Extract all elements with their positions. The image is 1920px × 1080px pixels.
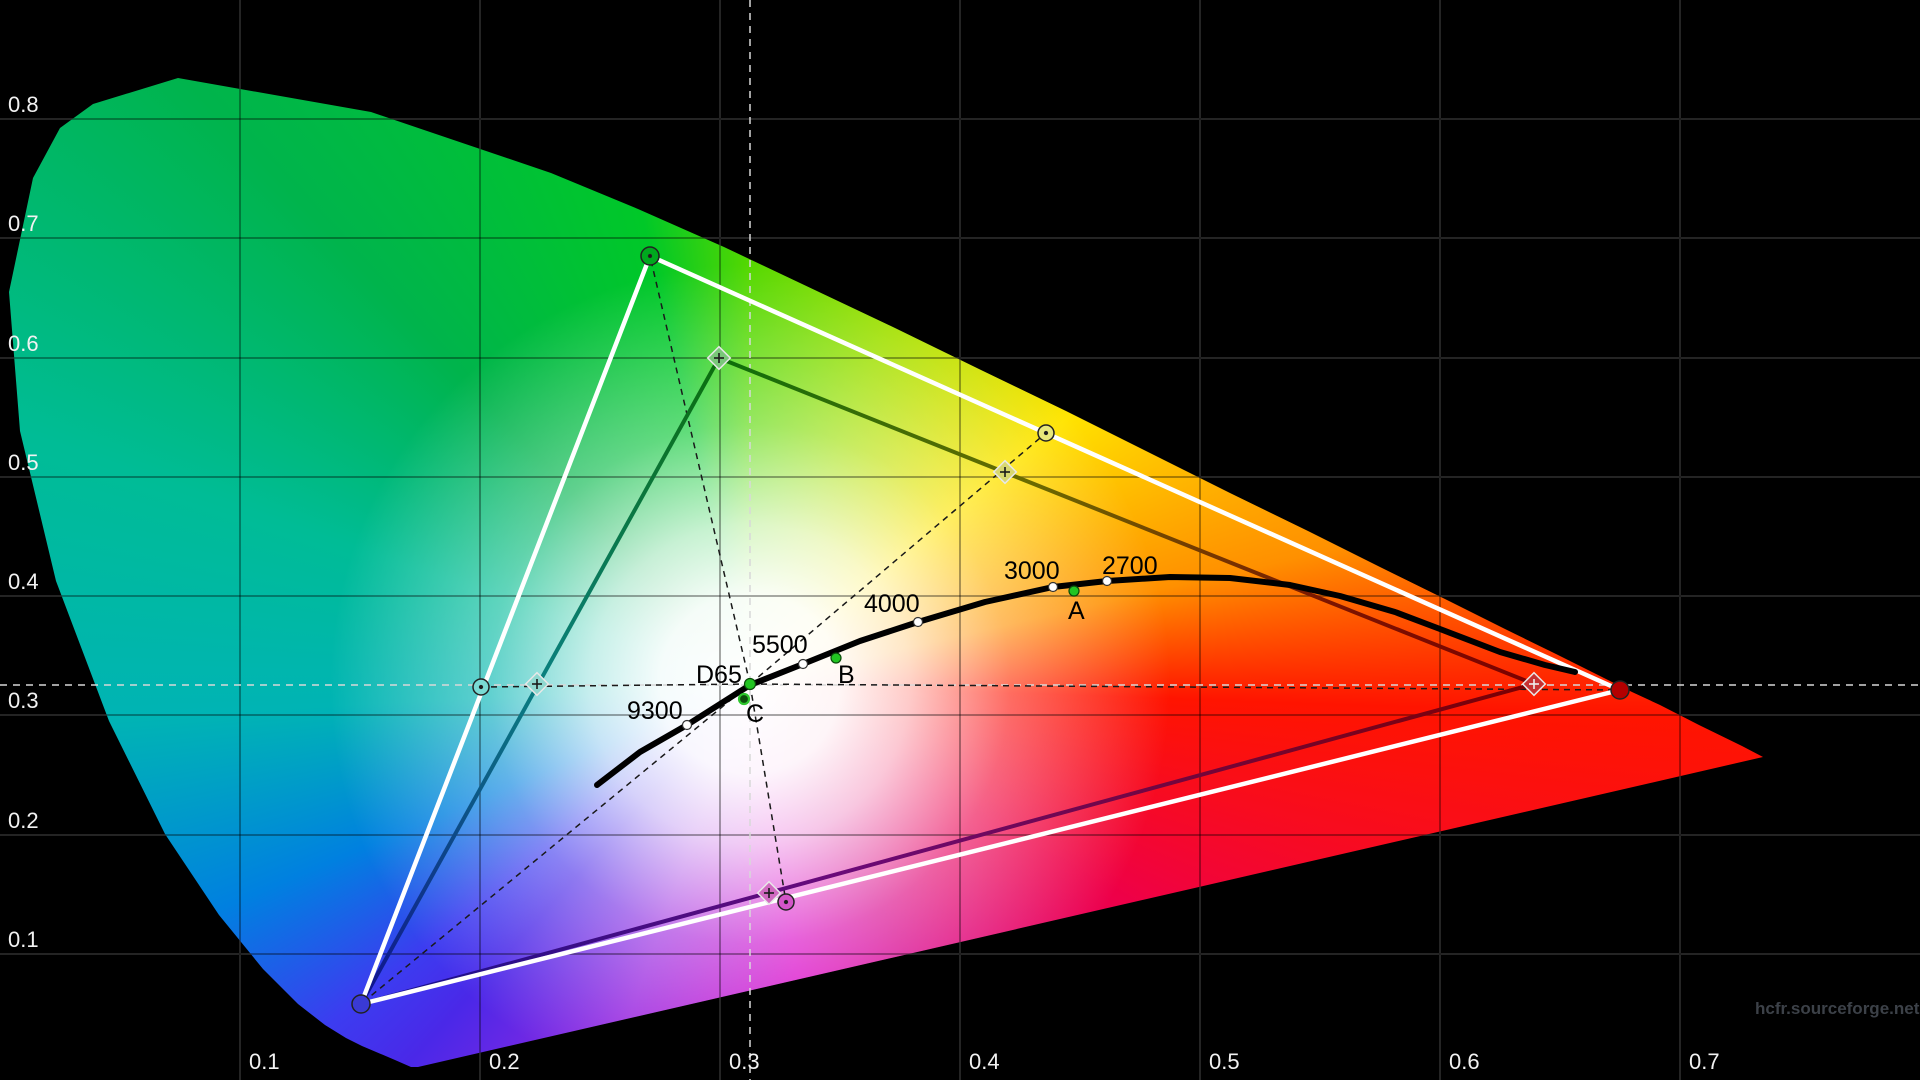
y-tick-label: 0.2 [8,808,39,833]
marker-4000K[interactable] [912,616,924,628]
marker-5500K[interactable] [797,658,809,670]
marker-blue-primary[interactable] [351,994,371,1014]
marker-3000K[interactable] [1047,581,1059,593]
marker-illuminant-C[interactable] [737,692,751,706]
x-tick-label: 0.3 [729,1049,760,1074]
blackbody-locus-curve [594,574,1578,788]
y-tick-label: 0.8 [8,92,39,117]
label-4000: 4000 [864,590,920,618]
x-tick-label: 0.7 [1689,1049,1720,1074]
temperature-markers[interactable] [681,575,1113,731]
diamond-markers[interactable] [524,345,1547,906]
primary-markers[interactable] [351,246,1630,1014]
marker-illuminant-B[interactable] [830,652,842,664]
x-tick-label: 0.4 [969,1049,1000,1074]
label-B: B [838,661,855,689]
marker-9300K[interactable] [681,719,693,731]
label-A: A [1068,597,1085,625]
hcfr-watermark: hcfr.sourceforge.net [1755,999,1920,1018]
marker-D65[interactable] [743,677,757,691]
illuminant-markers[interactable] [737,585,1080,706]
x-tick-label: 0.6 [1449,1049,1480,1074]
y-tick-label: 0.7 [8,211,39,236]
reference-rays [360,255,1621,1005]
label-3000: 3000 [1004,557,1060,585]
label-5500: 5500 [752,631,808,659]
reference-gamut-triangle [358,253,1623,1007]
marker-illuminant-A[interactable] [1068,585,1080,597]
label-2700: 2700 [1102,552,1158,580]
x-tick-label: 0.1 [249,1049,280,1074]
label-9300: 9300 [627,697,683,725]
marker-red-primary[interactable] [1610,680,1630,700]
x-tick-label: 0.5 [1209,1049,1240,1074]
marker-2700K[interactable] [1101,575,1113,587]
label-D65: D65 [696,661,742,689]
label-C: C [746,700,765,728]
y-tick-label: 0.6 [8,331,39,356]
y-tick-label: 0.5 [8,450,39,475]
y-tick-label: 0.1 [8,927,39,952]
x-tick-label: 0.2 [489,1049,520,1074]
y-tick-label: 0.3 [8,688,39,713]
y-tick-label: 0.4 [8,569,39,594]
